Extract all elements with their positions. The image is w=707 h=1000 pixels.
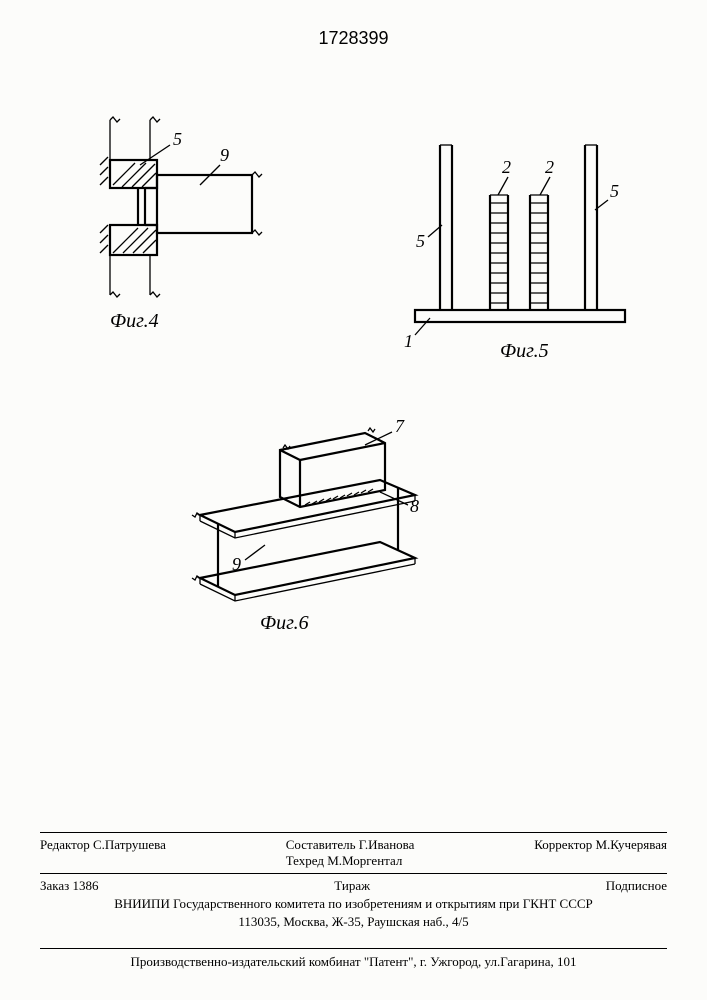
fig6-label-8: 8 bbox=[410, 496, 419, 516]
footer-editor: Редактор С.Патрушева bbox=[40, 837, 166, 869]
fig6-label-7: 7 bbox=[395, 416, 405, 436]
footer-tehred: Техред М.Моргентал bbox=[286, 853, 403, 868]
fig5-label-5b: 5 bbox=[610, 181, 619, 201]
footer-producer: Производственно-издательский комбинат "П… bbox=[40, 948, 667, 970]
fig4-label-9: 9 bbox=[220, 145, 229, 165]
fig5-label-2a: 2 bbox=[502, 157, 511, 177]
footer-subscr: Подписное bbox=[606, 878, 667, 894]
figure-5: 5 5 2 2 1 bbox=[390, 115, 650, 355]
footer-org: ВНИИПИ Государственного комитета по изоб… bbox=[40, 896, 667, 912]
footer-order: Заказ 1386 bbox=[40, 878, 99, 894]
fig4-caption: Фиг.4 bbox=[110, 310, 159, 333]
footer-tirazh: Тираж bbox=[334, 878, 370, 894]
fig5-caption: Фиг.5 bbox=[500, 340, 549, 363]
footer-corrector: Корректор М.Кучерявая bbox=[534, 837, 667, 869]
footer-compiler: Составитель Г.Иванова bbox=[286, 837, 415, 852]
fig4-label-5: 5 bbox=[173, 129, 182, 149]
fig6-caption: Фиг.6 bbox=[260, 612, 309, 635]
fig5-label-2b: 2 bbox=[545, 157, 554, 177]
figure-4: 5 9 bbox=[80, 115, 280, 335]
footer-block: Редактор С.Патрушева Составитель Г.Ивано… bbox=[40, 828, 667, 930]
fig5-label-5a: 5 bbox=[416, 231, 425, 251]
figure-6: 7 8 9 bbox=[170, 410, 470, 630]
page-number: 1728399 bbox=[0, 28, 707, 49]
fig6-label-9: 9 bbox=[232, 554, 241, 574]
fig5-label-1: 1 bbox=[404, 331, 413, 351]
footer-addr: 113035, Москва, Ж-35, Раушская наб., 4/5 bbox=[40, 914, 667, 930]
